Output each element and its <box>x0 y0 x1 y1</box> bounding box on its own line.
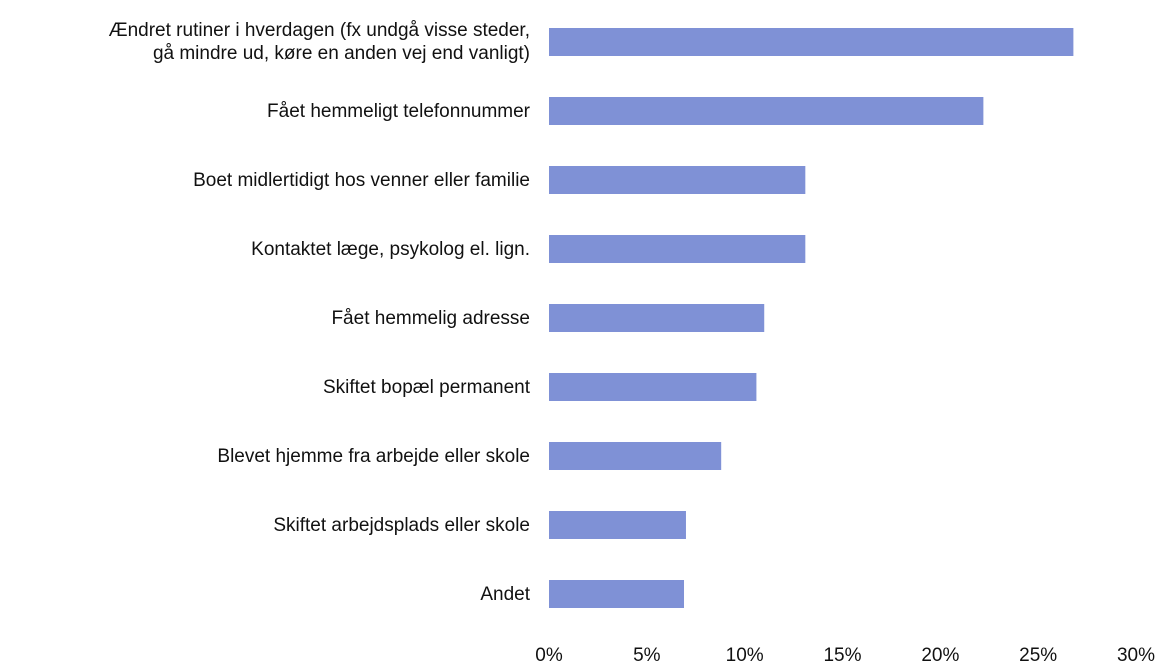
y-tick-label: Skiftet arbejdsplads eller skole <box>273 514 530 536</box>
x-tick-label: 15% <box>823 645 862 666</box>
bar <box>549 580 685 608</box>
bar <box>549 97 984 125</box>
y-tick-label: Fået hemmeligt telefonnummer <box>267 100 530 122</box>
bar <box>549 511 686 539</box>
x-tick-label: 30% <box>1116 645 1156 666</box>
x-tick-label: 20% <box>921 645 960 666</box>
bar <box>549 166 806 194</box>
bar <box>549 442 722 470</box>
y-tick-label: Boet midlertidigt hos venner eller famil… <box>193 169 530 191</box>
y-tick-label: Kontaktet læge, psykolog el. lign. <box>251 238 530 260</box>
x-tick-label: 10% <box>725 645 764 666</box>
x-tick-label: 25% <box>1019 645 1058 666</box>
bar <box>549 304 765 332</box>
x-tick-label: 5% <box>633 645 661 666</box>
y-tick-label: Ændret rutiner i hverdagen (fx undgå vis… <box>108 20 530 64</box>
bar <box>549 28 1074 56</box>
y-tick-label: Andet <box>480 583 530 605</box>
x-tick-label: 0% <box>535 645 563 666</box>
y-tick-label: Fået hemmelig adresse <box>331 307 530 329</box>
bar <box>549 235 806 263</box>
bar <box>549 373 757 401</box>
y-tick-label: Skiftet bopæl permanent <box>322 376 530 398</box>
y-tick-label: Blevet hjemme fra arbejde eller skole <box>217 445 530 467</box>
